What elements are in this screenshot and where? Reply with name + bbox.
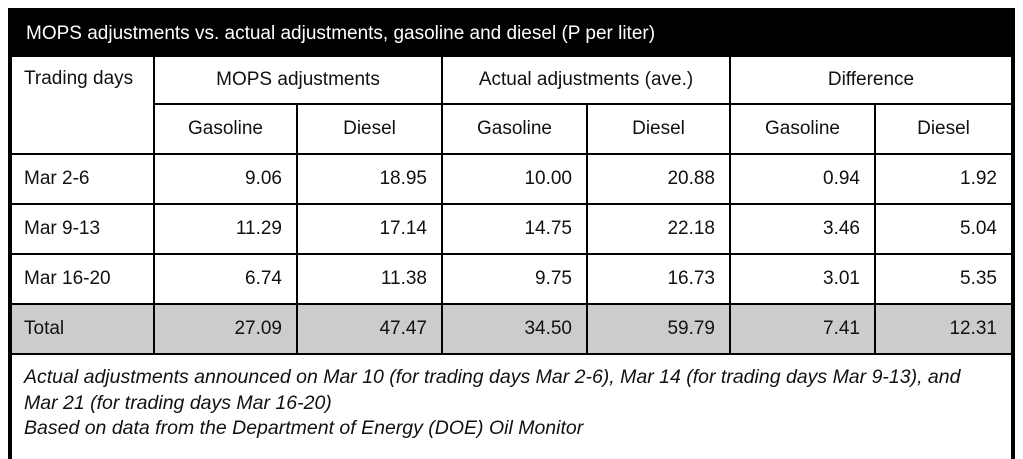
- cell-value: 34.50: [441, 303, 588, 355]
- cell-value: 3.01: [729, 253, 876, 305]
- table-row: Mar 2-6 9.06 18.95 10.00 20.88 0.94 1.92: [9, 153, 1014, 205]
- table-row: Mar 16-20 6.74 11.38 9.75 16.73 3.01 5.3…: [9, 253, 1014, 305]
- row-label: Mar 9-13: [9, 203, 155, 255]
- subheader-diff-diesel: Diesel: [874, 103, 1014, 155]
- total-row: Total 27.09 47.47 34.50 59.79 7.41 12.31: [9, 303, 1014, 355]
- cell-value: 9.75: [441, 253, 588, 305]
- cell-value: 20.88: [586, 153, 731, 205]
- subheader-mops-gasoline: Gasoline: [153, 103, 298, 155]
- header-group-row: Trading days MOPS adjustments Actual adj…: [9, 55, 1014, 155]
- table-title: MOPS adjustments vs. actual adjustments,…: [9, 9, 1014, 57]
- subheader-diff-gasoline: Gasoline: [729, 103, 876, 155]
- column-header-trading-days: Trading days: [9, 55, 155, 155]
- column-group-difference: Difference: [729, 55, 1014, 105]
- cell-value: 7.41: [729, 303, 876, 355]
- footnote-source: Based on data from the Department of Ene…: [24, 417, 584, 440]
- header-sub-row: Gasoline Diesel Gasoline Diesel Gasoline…: [10, 103, 1014, 155]
- subheader-mops-diesel: Diesel: [296, 103, 443, 155]
- cell-value: 0.94: [729, 153, 876, 205]
- footnotes: Actual adjustments announced on Mar 10 (…: [9, 353, 1014, 459]
- cell-value: 3.46: [729, 203, 876, 255]
- subheader-actual-diesel: Diesel: [586, 103, 731, 155]
- cell-value: 11.29: [153, 203, 298, 255]
- cell-value: 27.09: [153, 303, 298, 355]
- cell-value: 59.79: [586, 303, 731, 355]
- cell-value: 17.14: [296, 203, 443, 255]
- footnote-announcement-dates: Actual adjustments announced on Mar 10 (…: [24, 366, 961, 414]
- cell-value: 6.74: [153, 253, 298, 305]
- cell-value: 22.18: [586, 203, 731, 255]
- cell-value: 16.73: [586, 253, 731, 305]
- footnotes-row: Actual adjustments announced on Mar 10 (…: [9, 353, 1014, 459]
- cell-value: 9.06: [153, 153, 298, 205]
- cell-value: 5.04: [874, 203, 1014, 255]
- column-group-actual: Actual adjustments (ave.): [441, 55, 731, 105]
- cell-value: 10.00: [441, 153, 588, 205]
- row-label: Mar 2-6: [9, 153, 155, 205]
- title-bar: MOPS adjustments vs. actual adjustments,…: [9, 9, 1014, 57]
- table-row: Mar 9-13 11.29 17.14 14.75 22.18 3.46 5.…: [9, 203, 1014, 255]
- cell-value: 14.75: [441, 203, 588, 255]
- row-label-total: Total: [9, 303, 155, 355]
- cell-value: 12.31: [874, 303, 1014, 355]
- row-label: Mar 16-20: [9, 253, 155, 305]
- column-group-mops: MOPS adjustments: [153, 55, 443, 105]
- mops-adjustments-table: MOPS adjustments vs. actual adjustments,…: [8, 8, 1015, 459]
- cell-value: 18.95: [296, 153, 443, 205]
- cell-value: 11.38: [296, 253, 443, 305]
- cell-value: 5.35: [874, 253, 1014, 305]
- cell-value: 47.47: [296, 303, 443, 355]
- subheader-actual-gasoline: Gasoline: [441, 103, 588, 155]
- cell-value: 1.92: [874, 153, 1014, 205]
